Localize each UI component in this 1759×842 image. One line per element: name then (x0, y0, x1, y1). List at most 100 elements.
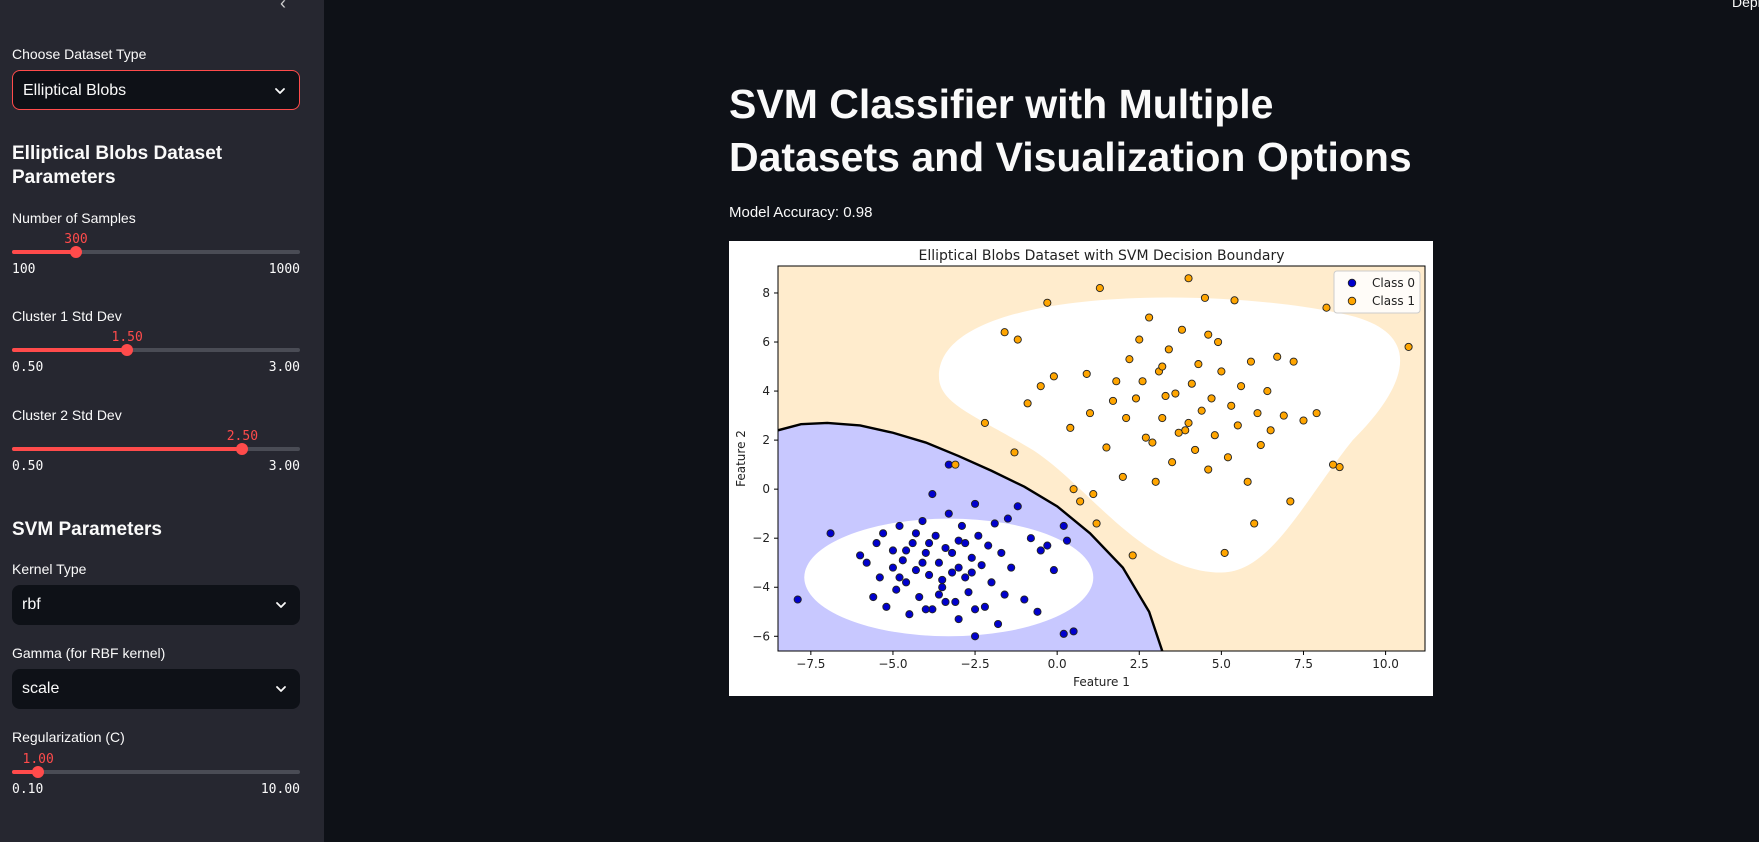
data-point (977, 561, 986, 570)
slider-thumb[interactable] (32, 766, 45, 778)
data-point (1036, 546, 1045, 555)
slider-thumb[interactable] (69, 246, 82, 258)
slider-track[interactable] (12, 246, 300, 258)
data-point (1250, 519, 1259, 528)
y-tick-label: 6 (762, 335, 770, 349)
legend-marker (1347, 296, 1357, 306)
data-point (1000, 590, 1009, 599)
data-point (1286, 497, 1295, 506)
data-point (1191, 445, 1200, 454)
dataset-select-label: Choose Dataset Type (12, 46, 147, 62)
data-point (1108, 396, 1118, 405)
data-point (987, 578, 996, 587)
slider-value: 300 (64, 232, 88, 247)
data-point (1059, 629, 1068, 638)
data-point (1049, 566, 1058, 575)
slider-min: 0.50 (12, 459, 44, 474)
data-point (1131, 394, 1141, 403)
data-point (967, 568, 976, 577)
data-point (1148, 438, 1157, 447)
chart-title: Elliptical Blobs Dataset with SVM Decisi… (919, 248, 1285, 264)
data-point (1043, 298, 1052, 307)
data-point (918, 558, 927, 567)
data-point (1243, 477, 1252, 486)
slider-fill (12, 770, 39, 774)
gamma-label: Gamma (for RBF kernel) (12, 645, 166, 661)
data-point (948, 548, 957, 557)
data-point (1187, 379, 1196, 388)
y-tick-label: 4 (762, 384, 770, 398)
data-point (1289, 357, 1298, 366)
chevron-down-icon (276, 686, 286, 692)
data-point (1141, 433, 1150, 442)
data-point (925, 539, 934, 548)
sidebar: ‹ Choose Dataset Type Elliptical Blobs E… (0, 0, 324, 842)
y-tick-label: −6 (752, 629, 770, 643)
data-point (954, 563, 963, 572)
data-point (1253, 409, 1262, 418)
gamma-select[interactable]: scale (12, 669, 300, 709)
dataset-type-value: Elliptical Blobs (23, 82, 127, 99)
data-point (1246, 357, 1255, 366)
data-point (1158, 362, 1167, 371)
data-point (980, 602, 989, 611)
data-point (957, 521, 966, 530)
data-point (1043, 541, 1052, 550)
collapse-sidebar-icon[interactable]: ‹ (280, 0, 286, 13)
data-point (921, 605, 930, 614)
regularization-slider[interactable]: 1.00 0.10 10.00 (12, 752, 300, 797)
data-point (1194, 360, 1203, 369)
cluster1-std-slider[interactable]: 1.50 0.50 3.00 (12, 330, 300, 375)
num-samples-slider[interactable]: 300 100 1000 (12, 232, 300, 277)
cluster1-std-label: Cluster 1 Std Dev (12, 308, 122, 324)
y-tick-label: 0 (762, 482, 770, 496)
data-point (1204, 465, 1213, 474)
data-point (941, 543, 950, 553)
slider-value: 1.50 (111, 330, 143, 345)
data-point (1279, 411, 1288, 420)
x-tick-label: 0.0 (1048, 657, 1067, 671)
data-point (905, 610, 914, 619)
x-tick-label: 10.0 (1372, 657, 1399, 671)
data-point (1273, 352, 1282, 361)
data-point (872, 539, 881, 548)
data-point (1174, 428, 1183, 437)
data-point (1128, 551, 1137, 560)
slider-min: 0.10 (12, 782, 44, 797)
data-point (971, 499, 980, 508)
data-point (921, 548, 930, 557)
data-point (974, 531, 983, 540)
x-tick-label: −2.5 (960, 657, 989, 671)
svm-params-heading: SVM Parameters (12, 519, 162, 540)
chevron-down-icon (276, 602, 286, 608)
data-point (1095, 284, 1104, 293)
data-point (1158, 413, 1167, 423)
data-point (879, 529, 888, 538)
slider-thumb[interactable] (236, 443, 249, 455)
data-point (1059, 521, 1068, 530)
data-point (948, 568, 957, 577)
data-point (1168, 458, 1177, 467)
data-point (1223, 453, 1232, 462)
cluster2-std-slider[interactable]: 2.50 0.50 3.00 (12, 429, 300, 474)
data-point (1020, 595, 1029, 604)
slider-track[interactable] (12, 344, 300, 356)
data-point (1200, 293, 1210, 302)
data-point (961, 539, 970, 548)
data-point (882, 602, 891, 611)
slider-min: 0.50 (12, 360, 44, 375)
deploy-button[interactable]: Depl (1732, 0, 1759, 10)
data-point (1023, 399, 1032, 408)
data-point (875, 573, 884, 582)
data-point (898, 556, 907, 565)
slider-track[interactable] (12, 443, 300, 455)
slider-thumb[interactable] (121, 344, 134, 356)
data-point (1122, 413, 1131, 423)
kernel-type-select[interactable]: rbf (12, 585, 300, 625)
data-point (1010, 448, 1019, 457)
slider-track[interactable] (12, 766, 300, 778)
data-point (902, 546, 911, 555)
class0-margin-area (804, 518, 1094, 637)
dataset-type-select[interactable]: Elliptical Blobs (12, 70, 300, 110)
data-point (862, 558, 871, 567)
